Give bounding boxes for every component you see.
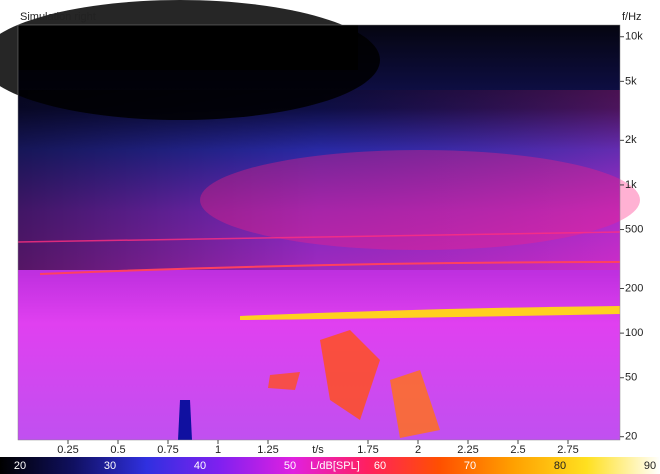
colorbar-tick-label: 20 <box>14 460 26 472</box>
y-tick-label: 2k <box>625 134 637 146</box>
colorbar-tick-label: 40 <box>194 460 206 472</box>
x-tick-label: 2.75 <box>557 444 578 456</box>
colorbar-label: L/dB[SPL] <box>310 460 360 472</box>
colorbar-tick-label: 80 <box>554 460 566 472</box>
chart-title: Simulation right <box>20 11 96 23</box>
x-tick-label: 0.25 <box>57 444 78 456</box>
x-tick-label: 0.75 <box>157 444 178 456</box>
y-axis-label: f/Hz <box>622 11 642 23</box>
x-tick-label: 1.75 <box>357 444 378 456</box>
x-tick-label: 1 <box>215 444 221 456</box>
x-tick-label: 2.5 <box>510 444 525 456</box>
colorbar-tick-label: 60 <box>374 460 386 472</box>
y-tick-label: 500 <box>625 223 643 235</box>
x-tick-label: 1.25 <box>257 444 278 456</box>
chart: Simulation right f/Hz t/s L/dB[SPL] 0.25… <box>0 0 660 474</box>
y-tick-label: 100 <box>625 327 643 339</box>
colorbar-tick-label: 30 <box>104 460 116 472</box>
x-tick-label: 2.25 <box>457 444 478 456</box>
colorbar-tick-label: 70 <box>464 460 476 472</box>
y-tick-label: 1k <box>625 179 637 191</box>
y-tick-label: 20 <box>625 431 637 443</box>
x-axis-label: t/s <box>312 444 324 456</box>
x-tick-label: 2 <box>415 444 421 456</box>
y-tick-label: 10k <box>625 31 643 43</box>
colorbar-tick-label: 90 <box>644 460 656 472</box>
y-tick-label: 200 <box>625 282 643 294</box>
spectrogram-image <box>0 0 640 440</box>
colorbar-tick-label: 50 <box>284 460 296 472</box>
y-tick-label: 5k <box>625 75 637 87</box>
y-tick-label: 50 <box>625 372 637 384</box>
x-tick-label: 0.5 <box>110 444 125 456</box>
